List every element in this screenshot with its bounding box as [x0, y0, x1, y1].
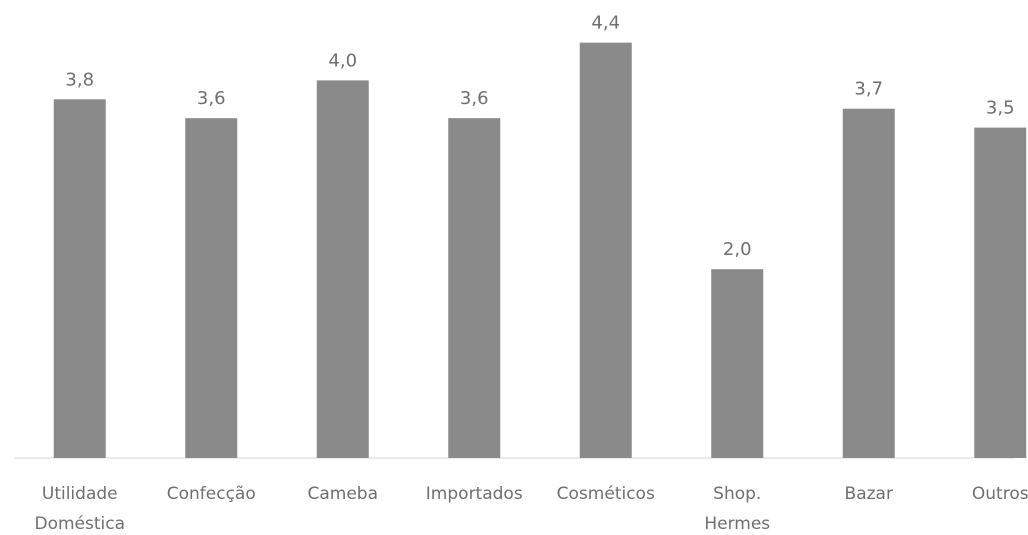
bar-2 [316, 80, 369, 459]
bar-7 [974, 127, 1027, 458]
bar-1 [185, 118, 238, 458]
category-label-2: Cameba [307, 484, 378, 504]
category-labels-group: Utilidade Doméstica Confecção Cameba Importa… [34, 484, 1028, 534]
category-label-1: Confecção [167, 484, 256, 504]
category-label-line: Confecção [167, 484, 256, 504]
category-label-line: Importados [426, 484, 523, 504]
value-labels-group: 3,8 3,6 4,0 3,6 4,4 2,0 3,7 3,5 [65, 13, 1014, 261]
category-label-3: Importados [426, 484, 523, 504]
category-label-6: Bazar [845, 484, 893, 504]
category-label-line: Bazar [845, 484, 893, 504]
category-label-line: Hermes [704, 514, 770, 534]
value-label-0: 3,8 [65, 69, 94, 90]
category-label-7: Outros [972, 484, 1028, 504]
category-label-line: Cosméticos [557, 484, 655, 504]
bars-group [53, 42, 1027, 459]
category-label-line: Shop. [713, 484, 761, 504]
value-label-6: 3,7 [854, 79, 883, 100]
value-label-4: 4,4 [591, 13, 620, 34]
bar-3 [448, 118, 501, 458]
category-label-line: Utilidade [42, 484, 118, 504]
value-label-7: 3,5 [986, 98, 1015, 119]
category-label-4: Cosméticos [557, 484, 655, 504]
value-label-3: 3,6 [460, 88, 489, 109]
category-label-line: Doméstica [34, 514, 125, 534]
bar-4 [579, 42, 632, 458]
bar-5 [711, 269, 764, 458]
value-label-5: 2,0 [723, 239, 752, 260]
bar-6 [842, 108, 895, 458]
value-label-2: 4,0 [328, 50, 357, 71]
category-label-line: Cameba [307, 484, 378, 504]
category-label-0: Utilidade Doméstica [34, 484, 125, 534]
bar-0 [53, 99, 106, 458]
value-label-1: 3,6 [197, 88, 226, 109]
category-label-line: Outros [972, 484, 1028, 504]
category-label-5: Shop. Hermes [704, 484, 770, 534]
